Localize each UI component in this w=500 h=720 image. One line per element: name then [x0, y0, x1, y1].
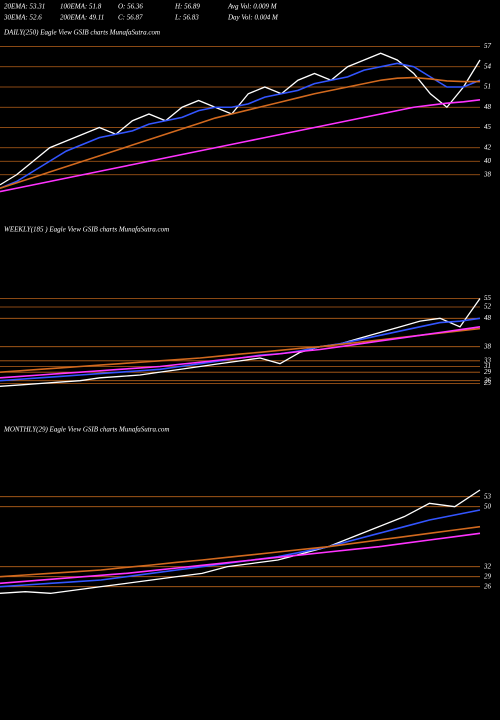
header-stat: 30EMA: 52.6: [3, 14, 42, 22]
y-tick-label: 29: [484, 368, 492, 376]
header-stat: Day Vol: 0.004 M: [227, 14, 279, 22]
header-stat: 100EMA: 51.8: [60, 3, 102, 11]
price-line: [0, 99, 481, 193]
y-tick-label: 42: [484, 143, 492, 151]
y-tick-label: 50: [484, 502, 492, 510]
price-line: [0, 326, 481, 379]
y-tick-label: 54: [484, 62, 492, 70]
y-tick-label: 33: [483, 356, 492, 364]
y-tick-label: 26: [484, 376, 492, 384]
header-stat: Avg Vol: 0.009 M: [227, 3, 278, 11]
panel-title: WEEKLY(185 ) Eagle View GSIB charts Muna…: [4, 226, 169, 234]
panel-title: MONTHLY(29) Eagle View GSIB charts Munaf…: [3, 426, 169, 434]
y-tick-label: 48: [484, 314, 492, 322]
price-line: [0, 532, 481, 585]
price-line: [0, 62, 481, 189]
header-stat: C: 56.87: [118, 14, 143, 22]
price-line: [0, 525, 481, 578]
y-tick-label: 38: [483, 342, 492, 350]
y-tick-label: 40: [484, 157, 492, 165]
y-tick-label: 45: [484, 123, 492, 131]
price-line: [0, 298, 481, 387]
price-line: [0, 76, 480, 190]
y-tick-label: 52: [484, 303, 492, 311]
y-tick-label: 31: [483, 362, 491, 370]
y-tick-label: 53: [484, 492, 492, 500]
y-tick-label: 25: [484, 379, 492, 387]
header-stat: 20EMA: 53.31: [4, 3, 45, 11]
y-tick-label: 26: [484, 582, 492, 590]
y-tick-label: 38: [483, 170, 492, 178]
panel-title: DAILY(250) Eagle View GSIB charts Munafa…: [3, 29, 160, 37]
y-tick-label: 57: [484, 42, 492, 50]
header-stat: O: 56.36: [118, 3, 143, 11]
header-stat: 200EMA: 49.11: [60, 14, 104, 22]
price-line: [0, 489, 481, 594]
header-stat: L: 56.83: [174, 14, 199, 22]
y-tick-label: 51: [484, 83, 491, 91]
y-tick-label: 32: [483, 562, 492, 570]
y-tick-label: 29: [484, 572, 492, 580]
header-stat: H: 56.89: [174, 3, 200, 11]
y-tick-label: 55: [484, 294, 492, 302]
price-line: [0, 52, 481, 186]
y-tick-label: 48: [484, 103, 492, 111]
